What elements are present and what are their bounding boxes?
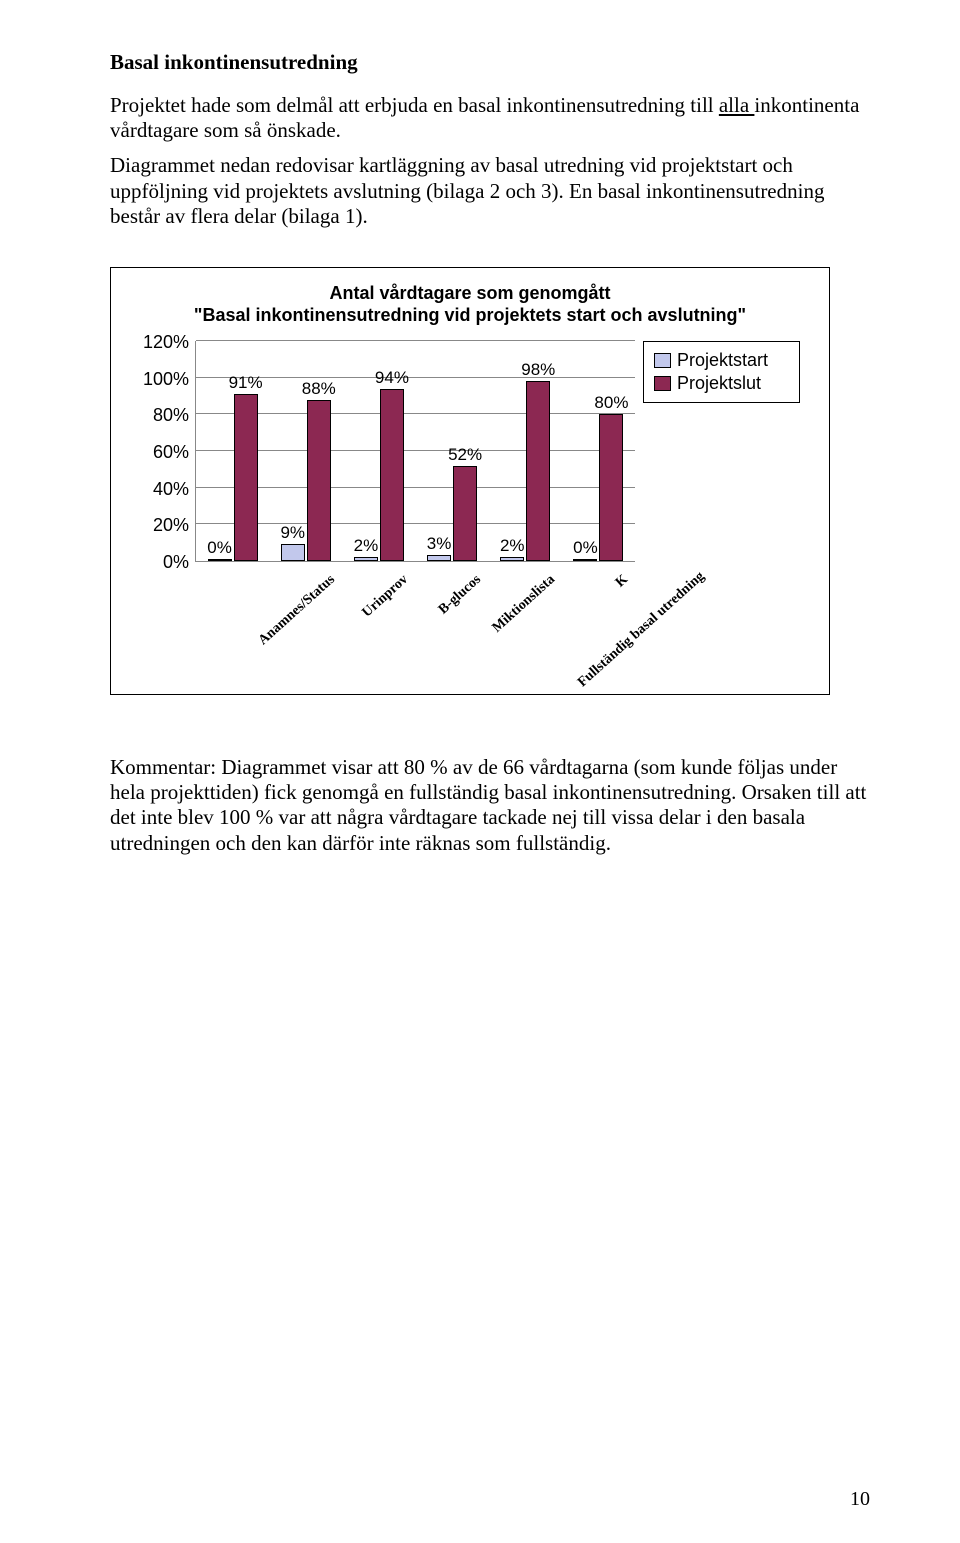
bar-group: 2%98%	[489, 341, 562, 561]
para1-underlined: alla	[719, 93, 755, 117]
bar-value-label: 3%	[427, 534, 452, 554]
bar: 0%	[208, 559, 232, 561]
legend: ProjektstartProjektslut	[643, 341, 800, 403]
bar-value-label: 2%	[354, 536, 379, 556]
bar-value-label: 52%	[448, 445, 482, 465]
legend-swatch	[654, 376, 671, 391]
bar-value-label: 0%	[207, 538, 232, 558]
legend-label: Projektstart	[677, 350, 768, 371]
bar-group: 0%91%	[196, 341, 269, 561]
chart-title: Antal vårdtagare som genomgått "Basal in…	[129, 282, 811, 327]
legend-item: Projektstart	[654, 350, 789, 371]
plot-area: 0%91%9%88%2%94%3%52%2%98%0%80% Anamnes/S…	[195, 341, 635, 682]
bar-group: 2%94%	[342, 341, 415, 561]
bar-group: 3%52%	[416, 341, 489, 561]
paragraph-1: Projektet hade som delmål att erbjuda en…	[110, 93, 870, 143]
bar-value-label: 94%	[375, 368, 409, 388]
bar-group: 9%88%	[269, 341, 342, 561]
para1-part-a: Projektet hade som delmål att erbjuda en…	[110, 93, 719, 117]
bar: 52%	[453, 466, 477, 561]
paragraph-2: Diagrammet nedan redovisar kartläggning …	[110, 153, 870, 229]
comment-paragraph: Kommentar: Diagrammet visar att 80 % av …	[110, 755, 870, 856]
page-number: 10	[850, 1488, 870, 1511]
bar-value-label: 9%	[280, 523, 305, 543]
section-heading: Basal inkontinensutredning	[110, 50, 870, 75]
bar: 2%	[500, 557, 524, 561]
bar-value-label: 88%	[302, 379, 336, 399]
bar: 88%	[307, 400, 331, 561]
y-axis: 120%100%80%60%40%20%0%	[129, 341, 195, 561]
legend-item: Projektslut	[654, 373, 789, 394]
legend-label: Projektslut	[677, 373, 761, 394]
x-tick-label: Fullständig basal utredning	[575, 572, 705, 691]
bar-value-label: 80%	[594, 393, 628, 413]
chart-title-line2: "Basal inkontinensutredning vid projekte…	[129, 304, 811, 327]
bar: 3%	[427, 555, 451, 561]
chart-container: Antal vårdtagare som genomgått "Basal in…	[110, 267, 830, 695]
bar: 91%	[234, 394, 258, 561]
legend-swatch	[654, 353, 671, 368]
bar: 80%	[599, 414, 623, 561]
bar: 98%	[526, 381, 550, 561]
bar-value-label: 91%	[229, 373, 263, 393]
bar-group: 0%80%	[562, 341, 635, 561]
bar: 2%	[354, 557, 378, 561]
bar: 9%	[281, 544, 305, 561]
chart-title-line1: Antal vårdtagare som genomgått	[129, 282, 811, 305]
bar-value-label: 0%	[573, 538, 598, 558]
bar-value-label: 2%	[500, 536, 525, 556]
bar: 94%	[380, 389, 404, 561]
bar-value-label: 98%	[521, 360, 555, 380]
chart-left: 120%100%80%60%40%20%0% 0%91%9%88%2%94%3%…	[129, 341, 635, 682]
bar: 0%	[573, 559, 597, 561]
